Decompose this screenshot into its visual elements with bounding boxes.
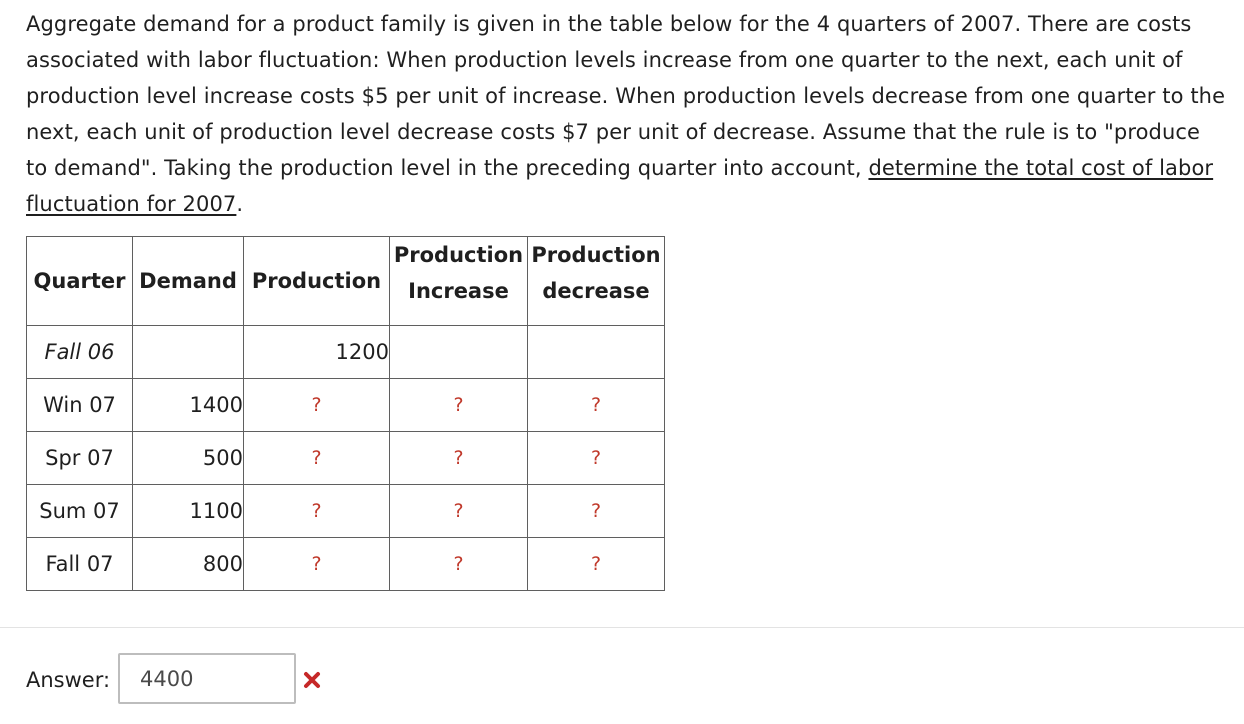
header-increase-line1: Production — [393, 243, 524, 267]
cell-demand: 500 — [132, 431, 244, 485]
table-row: Fall 07 800 ? ? ? — [26, 537, 665, 591]
cell-increase[interactable]: ? — [389, 431, 528, 485]
header-increase-line2: Increase — [408, 279, 509, 303]
cell-production[interactable]: ? — [243, 484, 390, 538]
cell-demand: 1400 — [132, 378, 244, 432]
table-row: Sum 07 1100 ? ? ? — [26, 484, 665, 538]
demand-table: Quarter Demand Production Production Inc… — [26, 236, 665, 591]
section-divider — [0, 627, 1244, 628]
cell-quarter: Fall 07 — [26, 537, 133, 591]
cell-demand: 1100 — [132, 484, 244, 538]
cell-quarter: Sum 07 — [26, 484, 133, 538]
table-row: Fall 06 1200 — [26, 325, 665, 379]
cell-increase[interactable]: ? — [389, 378, 528, 432]
header-production-increase: Production Increase — [389, 236, 528, 326]
answer-label: Answer: — [26, 668, 111, 692]
cell-demand: 800 — [132, 537, 244, 591]
cell-increase[interactable]: ? — [389, 537, 528, 591]
cell-decrease — [527, 325, 665, 379]
cross-icon — [304, 672, 320, 688]
header-demand: Demand — [132, 236, 244, 326]
header-quarter: Quarter — [26, 236, 133, 326]
cell-demand — [132, 325, 244, 379]
cell-decrease[interactable]: ? — [527, 431, 665, 485]
question-body: Aggregate demand for a product family is… — [26, 12, 1226, 180]
cell-increase — [389, 325, 528, 379]
cell-decrease[interactable]: ? — [527, 537, 665, 591]
cell-quarter: Fall 06 — [26, 325, 133, 379]
cell-production[interactable]: ? — [243, 378, 390, 432]
header-decrease-line2: decrease — [542, 279, 650, 303]
cell-decrease[interactable]: ? — [527, 484, 665, 538]
header-production: Production — [243, 236, 390, 326]
cell-increase[interactable]: ? — [389, 484, 528, 538]
cell-quarter: Win 07 — [26, 378, 133, 432]
question-text: Aggregate demand for a product family is… — [26, 6, 1226, 222]
cell-production: 1200 — [243, 325, 390, 379]
question-end: . — [236, 192, 244, 216]
header-decrease-line1: Production — [531, 243, 661, 267]
table-row: Win 07 1400 ? ? ? — [26, 378, 665, 432]
cell-production[interactable]: ? — [243, 431, 390, 485]
cell-decrease[interactable]: ? — [527, 378, 665, 432]
header-production-decrease: Production decrease — [527, 236, 665, 326]
cell-quarter: Spr 07 — [26, 431, 133, 485]
table-row: Spr 07 500 ? ? ? — [26, 431, 665, 485]
answer-input[interactable] — [118, 653, 296, 704]
table-header-row: Quarter Demand Production Production Inc… — [26, 236, 665, 326]
cell-production[interactable]: ? — [243, 537, 390, 591]
question-task: determine the total cost of labor fluctu… — [26, 156, 1214, 216]
